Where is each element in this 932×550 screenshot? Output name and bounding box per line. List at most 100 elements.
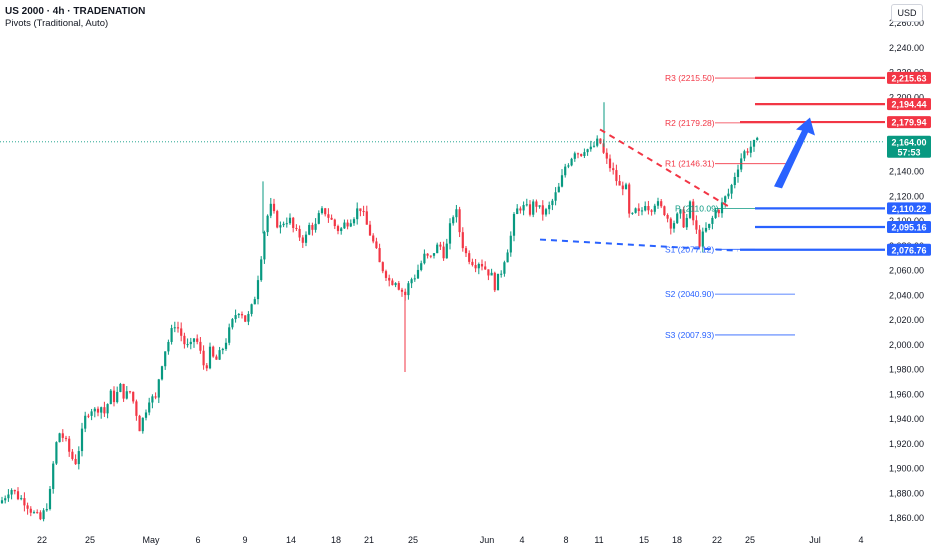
candle-body xyxy=(100,407,103,413)
candle-body xyxy=(608,158,612,169)
candle-body xyxy=(20,498,23,500)
candle-body xyxy=(420,263,423,270)
candle-body xyxy=(570,158,573,166)
candle-body xyxy=(128,391,132,393)
candle-body xyxy=(93,408,96,412)
candle-body xyxy=(202,350,205,366)
candle-body xyxy=(368,224,372,236)
candle-body xyxy=(324,208,327,215)
candle-body xyxy=(173,327,176,329)
candle-body xyxy=(637,208,640,212)
candle-body xyxy=(576,153,580,155)
price-badge-red: 2,215.63 xyxy=(887,71,931,84)
price-badge-bg xyxy=(887,135,931,158)
price-badge-red: 2,179.94 xyxy=(887,116,931,129)
candle-body xyxy=(10,490,13,495)
candle-body xyxy=(125,391,128,399)
candle-body xyxy=(333,219,336,227)
candle-body xyxy=(720,202,724,214)
candle-body xyxy=(602,143,605,153)
candle-body xyxy=(144,412,148,418)
y-tick-label: 2,020.00 xyxy=(889,315,924,325)
candle-body xyxy=(208,346,212,369)
candle-body xyxy=(631,212,634,214)
candle-body xyxy=(628,184,631,214)
candle-body xyxy=(516,208,519,215)
candle-body xyxy=(48,488,52,510)
candle-body xyxy=(432,253,436,256)
candle-body xyxy=(52,463,55,489)
candle-body xyxy=(74,458,77,465)
candle-body xyxy=(308,225,311,235)
candle-body xyxy=(660,201,663,207)
price-badge-label: 2,076.76 xyxy=(891,245,926,255)
candle-body xyxy=(519,208,522,211)
pivot-label-s3: S3 (2007.93) xyxy=(665,330,714,340)
candle-body xyxy=(672,223,676,229)
up-arrow xyxy=(774,117,815,189)
y-tick-label: 2,260.00 xyxy=(889,18,924,28)
candle-body xyxy=(234,315,237,320)
price-badge-red: 2,194.44 xyxy=(887,98,931,111)
candle-body xyxy=(701,231,704,247)
candle-body xyxy=(183,335,186,345)
x-tick-label: 4 xyxy=(858,535,863,545)
trendline-blue-dashed xyxy=(539,238,739,252)
candle-body xyxy=(32,512,36,514)
candle-body xyxy=(679,209,682,214)
candle-body xyxy=(272,203,276,212)
candle-body xyxy=(378,248,381,263)
arrow-shape xyxy=(774,117,815,189)
candle-body xyxy=(724,196,727,203)
candle-body xyxy=(727,193,730,197)
candle-body xyxy=(464,248,468,254)
candle-body xyxy=(711,217,714,224)
y-tick-label: 1,980.00 xyxy=(889,365,924,375)
trendline-red-dashed xyxy=(599,128,729,208)
candle-body xyxy=(448,223,452,244)
x-tick-label: 11 xyxy=(594,535,603,545)
candle-body xyxy=(359,208,362,212)
candle-body xyxy=(692,201,695,221)
x-tick-label: 9 xyxy=(242,535,247,545)
candle-body xyxy=(263,232,266,260)
candle-body xyxy=(474,265,477,269)
y-tick-label: 2,200.00 xyxy=(889,92,924,102)
price-badge-blue: 2,076.76 xyxy=(887,243,931,256)
candle-body xyxy=(212,346,215,357)
candle-body xyxy=(266,215,269,233)
candle-body xyxy=(176,327,180,329)
candle-body xyxy=(666,214,669,219)
candle-body xyxy=(349,223,352,227)
candle-body xyxy=(413,278,416,280)
candle-body xyxy=(141,417,144,432)
price-badge-bg xyxy=(887,98,931,111)
candle-body xyxy=(640,210,644,212)
candle-body xyxy=(256,280,260,300)
x-tick-label: Jul xyxy=(809,535,821,545)
candle-body xyxy=(343,222,346,229)
candle-body xyxy=(714,210,717,218)
candle-body xyxy=(423,253,426,264)
candle-body xyxy=(452,217,455,224)
currency-button[interactable]: USD xyxy=(891,4,923,22)
candle-body xyxy=(528,204,532,215)
candle-body xyxy=(276,211,279,228)
candle-body xyxy=(743,151,746,159)
candle-body xyxy=(109,390,112,405)
y-tick-label: 2,040.00 xyxy=(889,290,924,300)
candle-body xyxy=(583,152,586,156)
candle-body xyxy=(298,228,301,238)
candle-body xyxy=(535,201,538,207)
price-badge-label: 2,194.44 xyxy=(891,100,926,110)
candle-body xyxy=(682,209,685,228)
candle-body xyxy=(362,211,365,213)
candle-body xyxy=(688,201,692,218)
candle-body xyxy=(215,356,218,360)
candles xyxy=(0,102,759,522)
candle-body xyxy=(429,255,432,257)
candle-body xyxy=(736,169,740,177)
candle-body xyxy=(503,262,506,274)
candle-body xyxy=(26,505,29,509)
